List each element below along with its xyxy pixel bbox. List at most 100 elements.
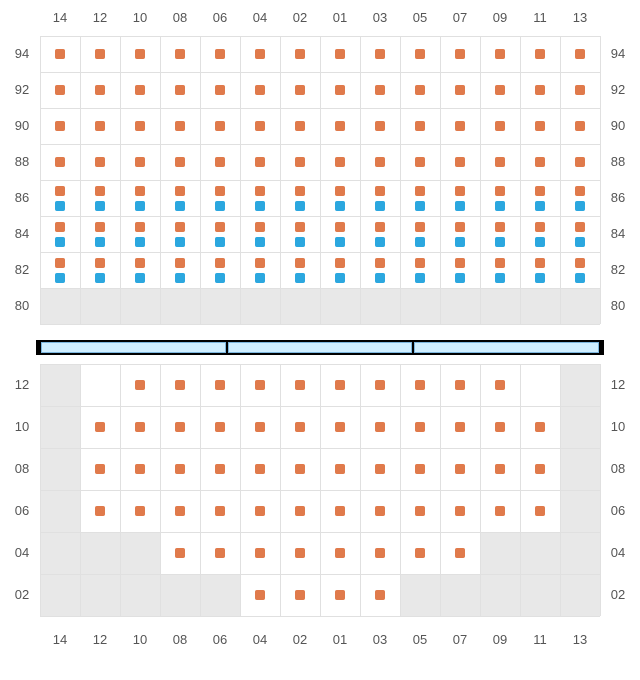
seat-orange[interactable] (135, 157, 145, 167)
seat-orange[interactable] (175, 258, 185, 268)
seat-orange[interactable] (535, 85, 545, 95)
seat-blue[interactable] (295, 201, 305, 211)
seat-orange[interactable] (55, 121, 65, 131)
seat-orange[interactable] (95, 464, 105, 474)
seat-orange[interactable] (415, 49, 425, 59)
seat-orange[interactable] (415, 464, 425, 474)
seat-orange[interactable] (375, 186, 385, 196)
seat-orange[interactable] (575, 121, 585, 131)
seat-orange[interactable] (215, 157, 225, 167)
seat-orange[interactable] (95, 222, 105, 232)
seat-orange[interactable] (215, 222, 225, 232)
seat-orange[interactable] (535, 258, 545, 268)
seat-blue[interactable] (95, 273, 105, 283)
seat-blue[interactable] (535, 201, 545, 211)
seat-orange[interactable] (335, 121, 345, 131)
seat-blue[interactable] (175, 237, 185, 247)
seat-orange[interactable] (415, 186, 425, 196)
seat-orange[interactable] (55, 186, 65, 196)
seat-orange[interactable] (215, 186, 225, 196)
seat-orange[interactable] (375, 157, 385, 167)
seat-blue[interactable] (575, 273, 585, 283)
seat-orange[interactable] (295, 85, 305, 95)
seat-orange[interactable] (335, 85, 345, 95)
seat-orange[interactable] (455, 157, 465, 167)
seat-blue[interactable] (135, 273, 145, 283)
seat-orange[interactable] (335, 222, 345, 232)
seat-orange[interactable] (495, 121, 505, 131)
seat-orange[interactable] (55, 49, 65, 59)
seat-orange[interactable] (335, 464, 345, 474)
seat-orange[interactable] (255, 186, 265, 196)
seat-orange[interactable] (375, 422, 385, 432)
seat-orange[interactable] (95, 121, 105, 131)
seat-blue[interactable] (495, 273, 505, 283)
seat-orange[interactable] (415, 121, 425, 131)
seat-orange[interactable] (175, 464, 185, 474)
seat-orange[interactable] (575, 49, 585, 59)
seat-orange[interactable] (495, 85, 505, 95)
seat-orange[interactable] (255, 258, 265, 268)
seat-orange[interactable] (95, 85, 105, 95)
seat-orange[interactable] (575, 157, 585, 167)
seat-orange[interactable] (495, 258, 505, 268)
seat-orange[interactable] (255, 506, 265, 516)
seat-orange[interactable] (335, 49, 345, 59)
seat-orange[interactable] (495, 222, 505, 232)
seat-orange[interactable] (535, 49, 545, 59)
seat-orange[interactable] (175, 49, 185, 59)
seat-orange[interactable] (495, 380, 505, 390)
seat-orange[interactable] (135, 464, 145, 474)
seat-blue[interactable] (55, 237, 65, 247)
seat-orange[interactable] (375, 590, 385, 600)
seat-orange[interactable] (415, 506, 425, 516)
seat-orange[interactable] (455, 186, 465, 196)
seat-blue[interactable] (535, 273, 545, 283)
seat-orange[interactable] (95, 186, 105, 196)
seat-orange[interactable] (135, 380, 145, 390)
seat-orange[interactable] (415, 157, 425, 167)
seat-blue[interactable] (415, 201, 425, 211)
seat-orange[interactable] (215, 422, 225, 432)
seat-blue[interactable] (295, 237, 305, 247)
seat-blue[interactable] (575, 201, 585, 211)
seat-orange[interactable] (455, 121, 465, 131)
seat-orange[interactable] (455, 222, 465, 232)
seat-orange[interactable] (295, 380, 305, 390)
seat-orange[interactable] (255, 590, 265, 600)
seat-blue[interactable] (575, 237, 585, 247)
seat-blue[interactable] (495, 201, 505, 211)
seat-orange[interactable] (215, 464, 225, 474)
seat-orange[interactable] (55, 258, 65, 268)
seat-blue[interactable] (495, 237, 505, 247)
seat-blue[interactable] (215, 201, 225, 211)
seat-orange[interactable] (375, 380, 385, 390)
seat-orange[interactable] (575, 258, 585, 268)
seat-orange[interactable] (215, 506, 225, 516)
seat-blue[interactable] (535, 237, 545, 247)
seat-orange[interactable] (415, 548, 425, 558)
seat-orange[interactable] (455, 506, 465, 516)
seat-orange[interactable] (295, 222, 305, 232)
seat-orange[interactable] (495, 49, 505, 59)
seat-orange[interactable] (135, 49, 145, 59)
seat-orange[interactable] (175, 85, 185, 95)
seat-orange[interactable] (335, 506, 345, 516)
seat-blue[interactable] (295, 273, 305, 283)
seat-orange[interactable] (55, 157, 65, 167)
seat-orange[interactable] (215, 85, 225, 95)
seat-orange[interactable] (215, 380, 225, 390)
seat-orange[interactable] (215, 258, 225, 268)
seat-orange[interactable] (255, 222, 265, 232)
seat-orange[interactable] (295, 258, 305, 268)
seat-blue[interactable] (95, 237, 105, 247)
seat-orange[interactable] (295, 506, 305, 516)
seat-orange[interactable] (295, 186, 305, 196)
seat-orange[interactable] (455, 422, 465, 432)
seat-orange[interactable] (135, 121, 145, 131)
seat-orange[interactable] (95, 506, 105, 516)
seat-orange[interactable] (175, 186, 185, 196)
seat-orange[interactable] (255, 157, 265, 167)
seat-orange[interactable] (575, 222, 585, 232)
seat-orange[interactable] (255, 464, 265, 474)
